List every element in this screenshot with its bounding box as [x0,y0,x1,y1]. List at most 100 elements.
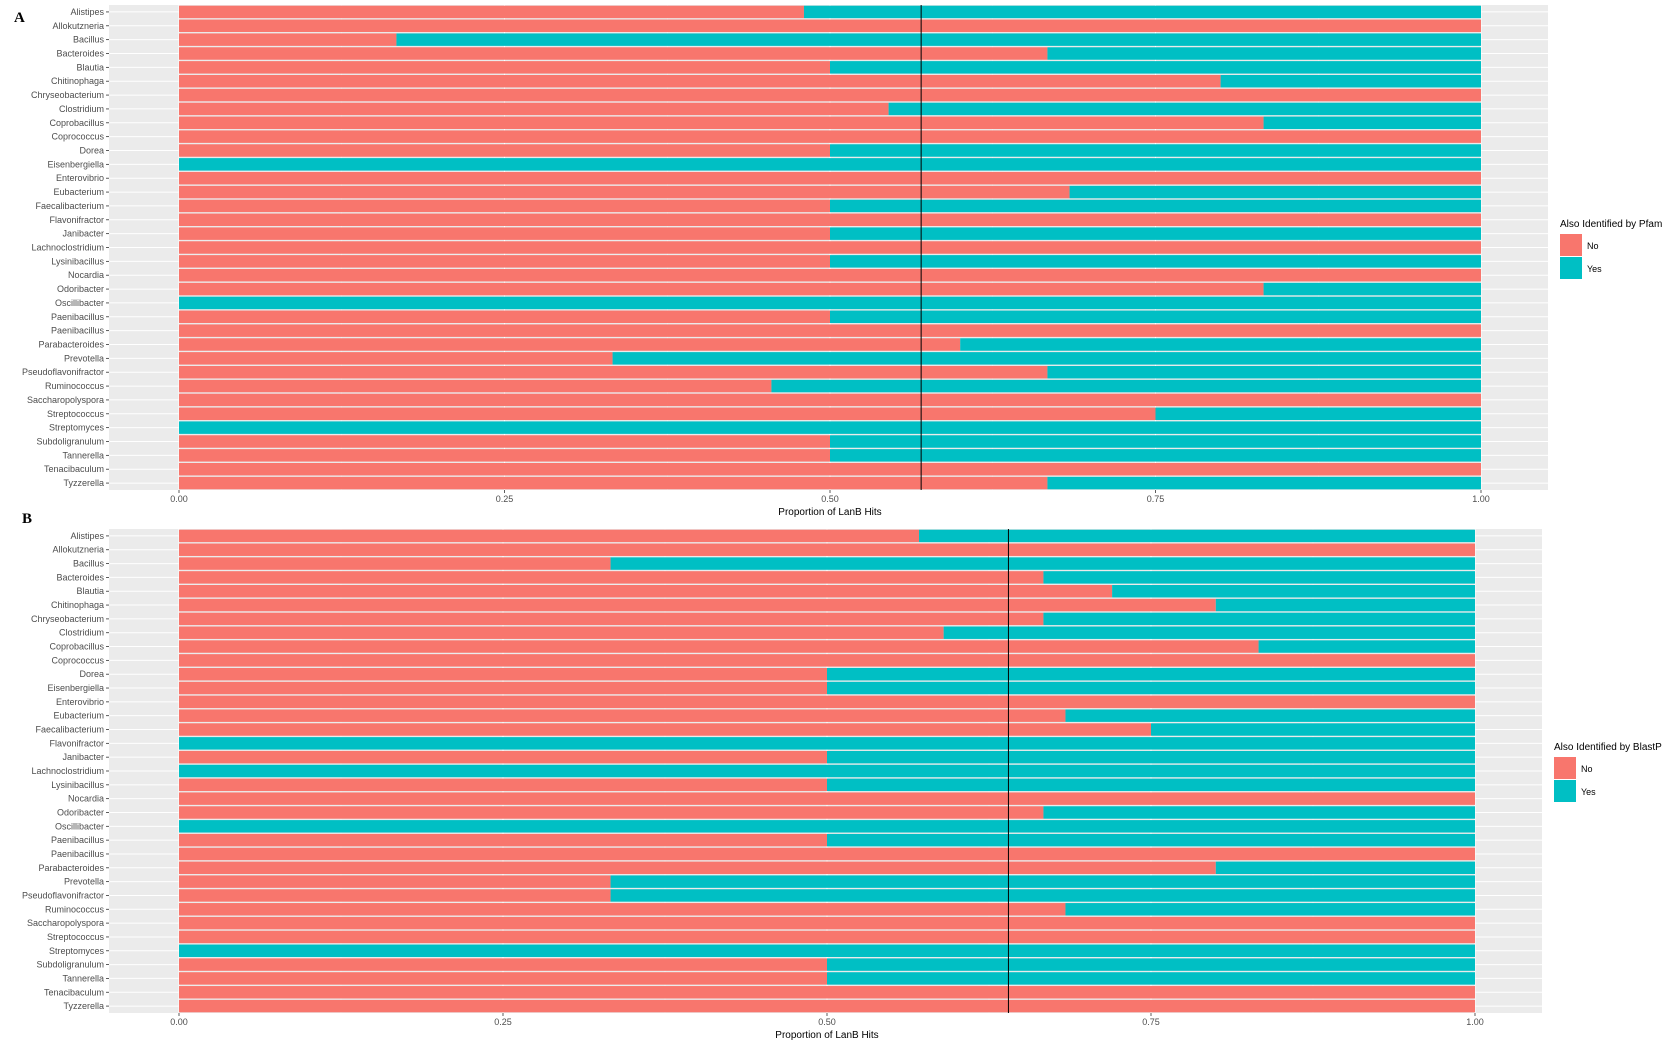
legend: Also Identified by BlastP No Yes [1554,742,1662,802]
y-tick-label: Chryseobacterium [31,90,104,100]
y-tick-label: Tyzzerella [63,478,104,488]
bar-no [179,598,1216,612]
bar-yes [827,750,1475,764]
bar-yes [827,681,1475,695]
bar-no [179,213,1481,227]
x-axis-title: Proportion of LanB Hits [778,507,881,518]
bar-yes [827,667,1475,681]
bar-yes [919,529,1475,543]
bar-no [179,585,1113,598]
y-tick-label: Lachnoclostridium [31,766,104,776]
bar-no [179,930,1475,944]
bar-no [179,875,611,888]
x-tick-label: 0.50 [818,1017,836,1027]
y-tick-label: Bacillus [73,559,105,569]
y-tick-label: Tenacibaculum [44,987,104,997]
y-tick-label: Prevotella [64,353,104,363]
bar-yes [1215,861,1475,875]
bar-yes [1263,116,1481,130]
y-tick-label: Allokutzneria [52,21,104,31]
bar-yes [1065,903,1475,916]
bar-yes [1069,185,1481,199]
bar-no [179,571,1044,584]
y-tick-label: Dorea [79,669,104,679]
bar-no [179,986,1475,999]
y-tick-label: Ruminococcus [45,381,105,391]
legend-label-no: No [1587,241,1599,251]
y-tick-label: Lysinibacillus [51,256,104,266]
bar-yes [179,158,1481,171]
bar-no [179,847,1475,861]
y-tick-label: Flavonifractor [49,738,104,748]
bar-no [179,310,830,324]
y-tick-label: Odoribacter [57,807,104,817]
bar-no [179,282,1264,296]
bar-no [179,33,397,46]
bar-no [179,19,1481,33]
bar-no [179,640,1259,653]
bar-yes [827,972,1475,985]
bar-no [179,324,1481,337]
bar-no [179,144,830,157]
bar-no [179,268,1481,282]
y-tick-label: Ruminococcus [45,904,105,914]
y-tick-label: Tyzzerella [63,1001,104,1011]
bar-yes [827,958,1475,971]
x-tick-label: 0.75 [1147,494,1165,504]
y-tick-label: Tannerella [62,973,104,983]
y-tick-label: Blautia [76,62,104,72]
bar-no [179,102,889,116]
x-tick-label: 0.75 [1142,1017,1160,1027]
bar-no [179,806,1044,819]
y-tick-label: Chitinophaga [51,76,104,86]
x-tick-label: 0.25 [496,494,514,504]
bar-yes [830,61,1481,74]
x-tick-label: 1.00 [1466,1017,1484,1027]
y-tick-label: Parabacteroides [38,340,104,350]
bar-no [179,476,1048,490]
y-tick-label: Faecalibacterium [35,201,104,211]
bar-yes [610,557,1475,570]
bar-yes [943,626,1475,639]
y-tick-label: Nocardia [68,270,104,280]
y-tick-label: Streptomyces [49,946,105,956]
legend-key-yes [1554,780,1576,802]
y-tick-label: Pseudoflavonifractor [22,367,104,377]
x-tick-label: 0.50 [821,494,839,504]
x-tick-label: 1.00 [1472,494,1490,504]
bar-no [179,199,830,213]
bar-yes [1065,709,1475,722]
bar-no [179,709,1066,722]
bar-yes [179,820,1475,833]
y-tick-label: Blautia [76,586,104,596]
bar-yes [830,449,1481,462]
legend-key-yes [1560,257,1582,279]
bar-no [179,750,827,764]
bar-no [179,379,772,393]
legend-title: Also Identified by BlastP [1554,742,1662,753]
bar-yes [830,227,1481,240]
bar-no [179,407,1156,421]
y-tick-label: Coprobacillus [49,118,104,128]
bar-yes [610,889,1475,902]
bar-yes [830,255,1481,268]
bar-no [179,778,827,792]
legend-label-no: No [1581,764,1593,774]
bar-yes [1155,407,1481,421]
y-tick-label: Coprobacillus [49,642,104,652]
bar-no [179,352,613,365]
y-tick-label: Enterovibrio [56,173,104,183]
legend-label-yes: Yes [1587,264,1602,274]
x-tick-label: 0.00 [170,494,188,504]
bar-yes [1151,723,1475,736]
bar-yes [771,379,1481,393]
y-tick-label: Alistipes [70,531,104,541]
bar-no [179,695,1475,709]
bar-yes [1047,365,1481,379]
y-tick-label: Paenibacillus [51,849,105,859]
y-tick-label: Oscillibacter [55,298,104,308]
y-tick-label: Lysinibacillus [51,780,104,790]
bar-no [179,723,1151,736]
bar-yes [1043,806,1475,819]
panel-tag: B [22,511,32,527]
